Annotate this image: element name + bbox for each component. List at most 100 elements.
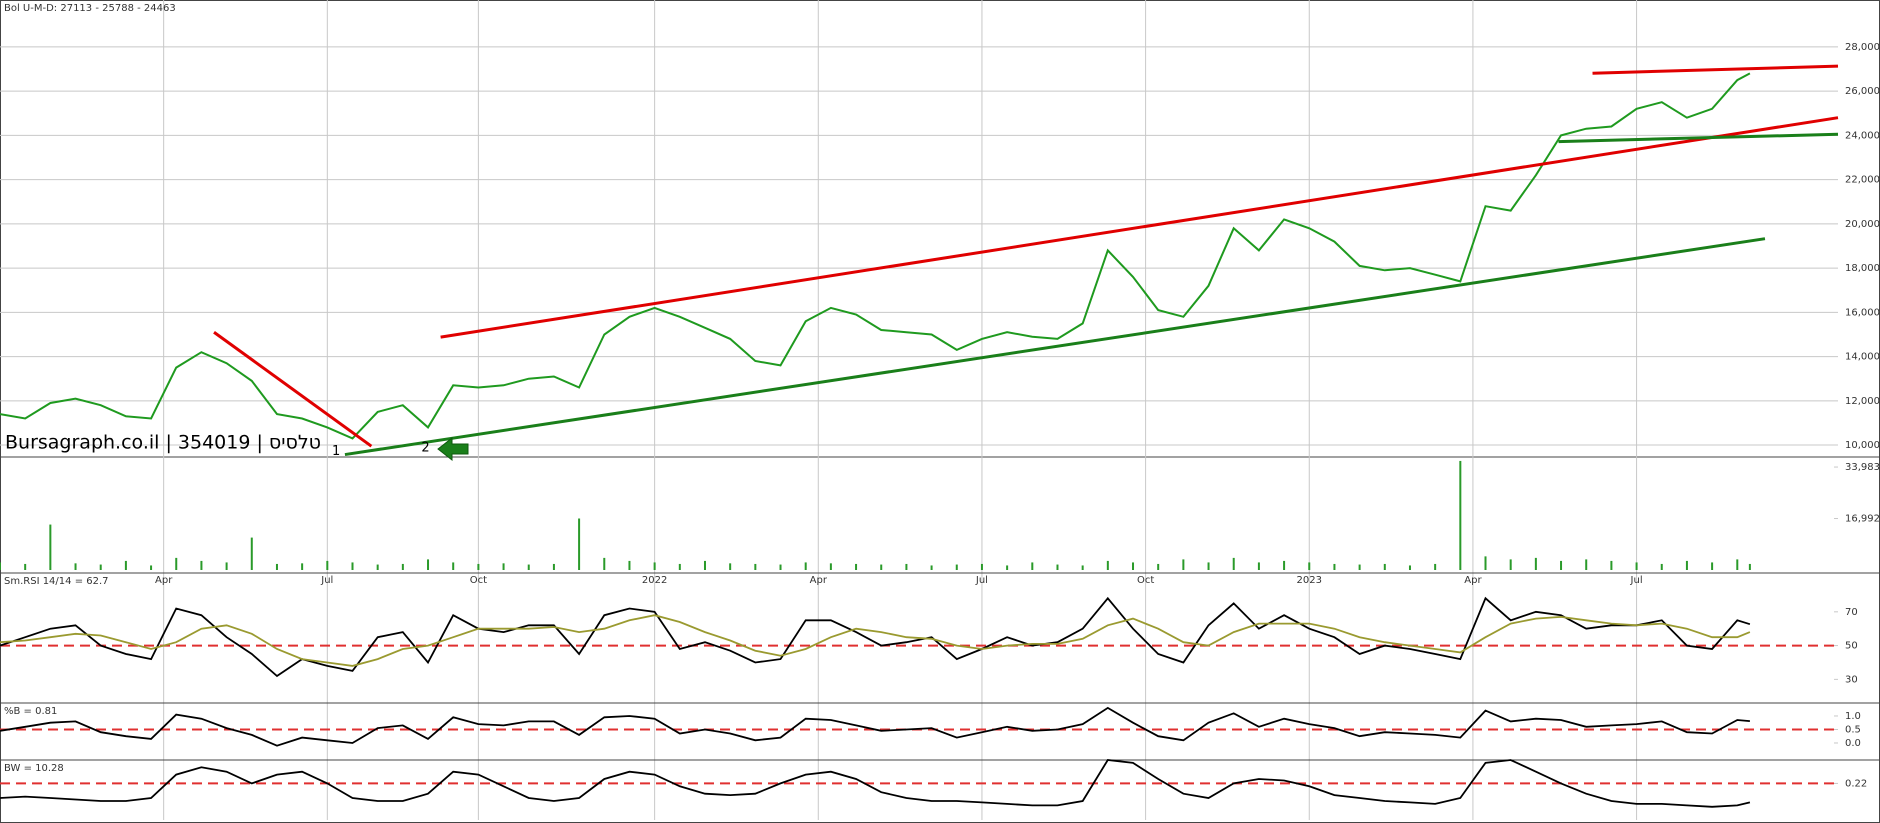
trend-line [1558, 132, 1839, 144]
volume-bar [729, 563, 732, 570]
annotation: 1 [332, 444, 340, 459]
volume-bar [1610, 560, 1613, 570]
volume-bar [0, 562, 1, 570]
volume-bar [1333, 563, 1336, 570]
volume-bar [1257, 562, 1260, 570]
y-tick-label: 0.22 [1845, 778, 1867, 789]
volume-bar [1383, 563, 1386, 570]
y-tick-label: 16,000 [1845, 307, 1880, 318]
volume-bar [1031, 562, 1034, 570]
volume-bar [1182, 559, 1185, 570]
watermark: Bursagraph.co.il | 354019 | טלסיס [5, 432, 321, 454]
volume-bar [1358, 564, 1361, 570]
volume-bar [1283, 560, 1286, 570]
volume-bar [1509, 559, 1512, 570]
y-tick-label: 20,000 [1845, 219, 1880, 230]
volume-bar [628, 560, 631, 570]
y-tick-label: 30 [1845, 674, 1858, 685]
volume-bar [855, 563, 858, 570]
y-tick-label: 1.0 [1845, 711, 1861, 722]
y-tick-label: 10,000 [1845, 440, 1880, 451]
volume-bar [326, 560, 329, 570]
volume-bar [905, 563, 908, 570]
volume-bar [1534, 557, 1537, 570]
volume-bar [401, 563, 404, 570]
volume-bar [1207, 562, 1210, 570]
volume-bar [1106, 560, 1109, 570]
volume-bar [880, 564, 883, 570]
volume-bar [376, 564, 379, 570]
volume-bar [1408, 565, 1411, 570]
series-line [0, 596, 1751, 678]
volume-bar [1635, 562, 1638, 570]
series-line [0, 706, 1750, 747]
volume-bar [175, 557, 178, 570]
trend-line [1592, 64, 1839, 75]
series-line [0, 614, 1751, 667]
y-tick-label: 0.0 [1845, 738, 1861, 749]
x-tick-label: 2023 [1297, 575, 1322, 586]
volume-bar [703, 560, 706, 570]
volume-bar [24, 563, 27, 570]
panel-title: Sm.RSI 14/14 = 62.7 [4, 576, 109, 587]
trend-line [440, 116, 1839, 339]
volume-bar [250, 537, 253, 570]
x-tick-label: Apr [1464, 575, 1482, 586]
series-line [0, 72, 1751, 440]
x-tick-label: Oct [470, 575, 487, 586]
volume-bar [477, 563, 480, 570]
y-tick-label: 24,000 [1845, 130, 1880, 141]
volume-bar [1056, 564, 1059, 570]
volume-bar [1232, 557, 1235, 570]
volume-bar [527, 564, 530, 570]
volume-bar [653, 562, 656, 570]
panel-title: %B = 0.81 [4, 706, 57, 717]
volume-bar [1484, 556, 1487, 570]
volume-bar [1748, 563, 1751, 570]
volume-bar [1585, 559, 1588, 570]
volume-bar [1560, 560, 1563, 570]
volume-bar [225, 562, 228, 570]
volume-bar [49, 524, 52, 570]
x-tick-label: Apr [155, 575, 173, 586]
marks-layer: 10,000 12,000 14,000 16,000 18,000 20,000 22,0… [0, 3, 1880, 808]
volume-bar [1132, 562, 1135, 570]
y-tick-label: 12,000 [1845, 396, 1880, 407]
volume-bar [1157, 563, 1160, 570]
y-tick-label: 16,992 [1845, 514, 1880, 525]
volume-bar [301, 563, 304, 570]
y-tick-label: 0.5 [1845, 724, 1861, 735]
volume-bar [1660, 563, 1663, 570]
y-tick-label: 33,983 [1845, 462, 1880, 473]
y-tick-label: 26,000 [1845, 86, 1880, 97]
volume-bar [980, 563, 983, 570]
y-tick-label: 14,000 [1845, 352, 1880, 363]
volume-bar [1006, 565, 1009, 570]
volume-bar [829, 563, 832, 570]
volume-bar [1308, 562, 1311, 570]
volume-bar [578, 518, 581, 570]
volume-bar [452, 562, 455, 570]
x-tick-label: Jul [975, 575, 988, 586]
y-tick-label: 50 [1845, 641, 1858, 652]
volume-bar [99, 564, 102, 570]
volume-bar [603, 557, 606, 570]
volume-bar [779, 564, 782, 570]
volume-bar [74, 563, 77, 570]
trend-line [344, 237, 1766, 457]
volume-bar [754, 563, 757, 570]
volume-bar [427, 559, 430, 570]
arrow [437, 436, 469, 462]
volume-bar [1081, 565, 1084, 570]
y-tick-label: 70 [1845, 607, 1858, 618]
volume-bar [502, 563, 505, 570]
volume-bar [124, 560, 127, 570]
volume-bar [1459, 460, 1462, 570]
volume-bar [1736, 559, 1739, 570]
x-tick-label: Jul [320, 575, 333, 586]
volume-bar [955, 564, 958, 570]
